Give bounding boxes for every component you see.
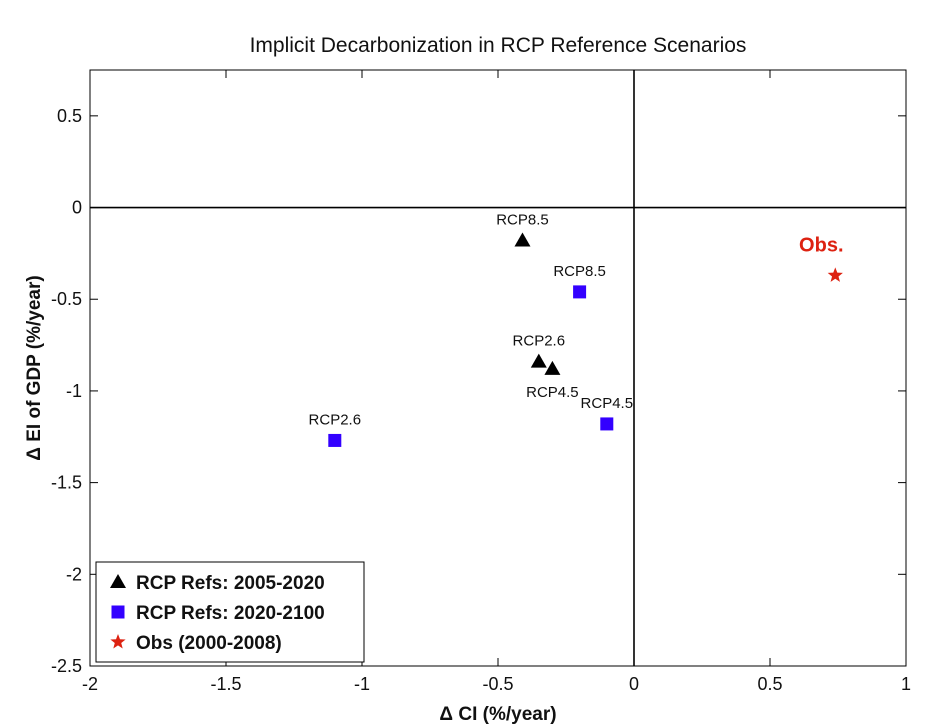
reference-lines [90,70,906,666]
x-tick-label: 0.5 [757,674,782,694]
data-point-star [827,267,843,282]
y-axis: -2.5 -2 -1.5 -1 -0.5 0 0.5 [51,106,906,676]
y-tick-label: -0.5 [51,289,82,309]
y-tick-label: -2.5 [51,656,82,676]
x-axis-label: Δ CI (%/year) [439,704,556,725]
y-tick-label: -1.5 [51,473,82,493]
legend-entry-label: Obs (2000-2008) [136,633,282,654]
y-axis-label: Δ EI of GDP (%/year) [24,275,45,460]
legend-entry-label: RCP Refs: 2005-2020 [136,573,325,594]
data-point-triangle [544,360,561,375]
y-tick-label: 0 [72,198,82,218]
data-point-label: RCP8.5 [496,212,549,229]
legend-box [95,561,365,663]
chart-title: Implicit Decarbonization in RCP Referenc… [250,34,747,57]
legend-marker-star [110,634,126,649]
data-point-label: RCP4.5 [526,384,579,401]
legend: RCP Refs: 2005-2020 RCP Refs: 2020-2100 Ob… [95,561,365,663]
data-points: RCP8.5 RCP2.6 RCP4.5 RCP8.5 RCP2.6 RCP4.5 Obs. [309,212,844,447]
data-point-square [573,285,587,299]
legend-entry-label: RCP Refs: 2020-2100 [136,603,325,624]
data-point-label: RCP4.5 [581,395,634,412]
x-tick-label: 0 [629,674,639,694]
data-point-label: RCP2.6 [513,333,566,350]
y-tick-label: -1 [66,381,82,401]
x-tick-label: -0.5 [482,674,513,694]
data-point-label: RCP2.6 [309,411,362,428]
x-tick-label: 1 [901,674,911,694]
data-point-square [328,433,342,447]
data-point-square [600,417,614,431]
legend-marker-triangle [110,574,126,588]
legend-marker-square [111,605,125,619]
data-point-label: RCP8.5 [553,263,606,280]
data-point-label: Obs. [799,234,843,256]
y-tick-label: -2 [66,564,82,584]
data-point-triangle [514,232,531,247]
x-axis: -2 -1.5 -1 -0.5 0 0.5 1 [82,70,911,694]
data-point-triangle [530,353,547,368]
x-tick-label: -1.5 [210,674,241,694]
x-tick-label: -1 [354,674,370,694]
y-tick-label: 0.5 [57,106,82,126]
x-tick-label: -2 [82,674,98,694]
